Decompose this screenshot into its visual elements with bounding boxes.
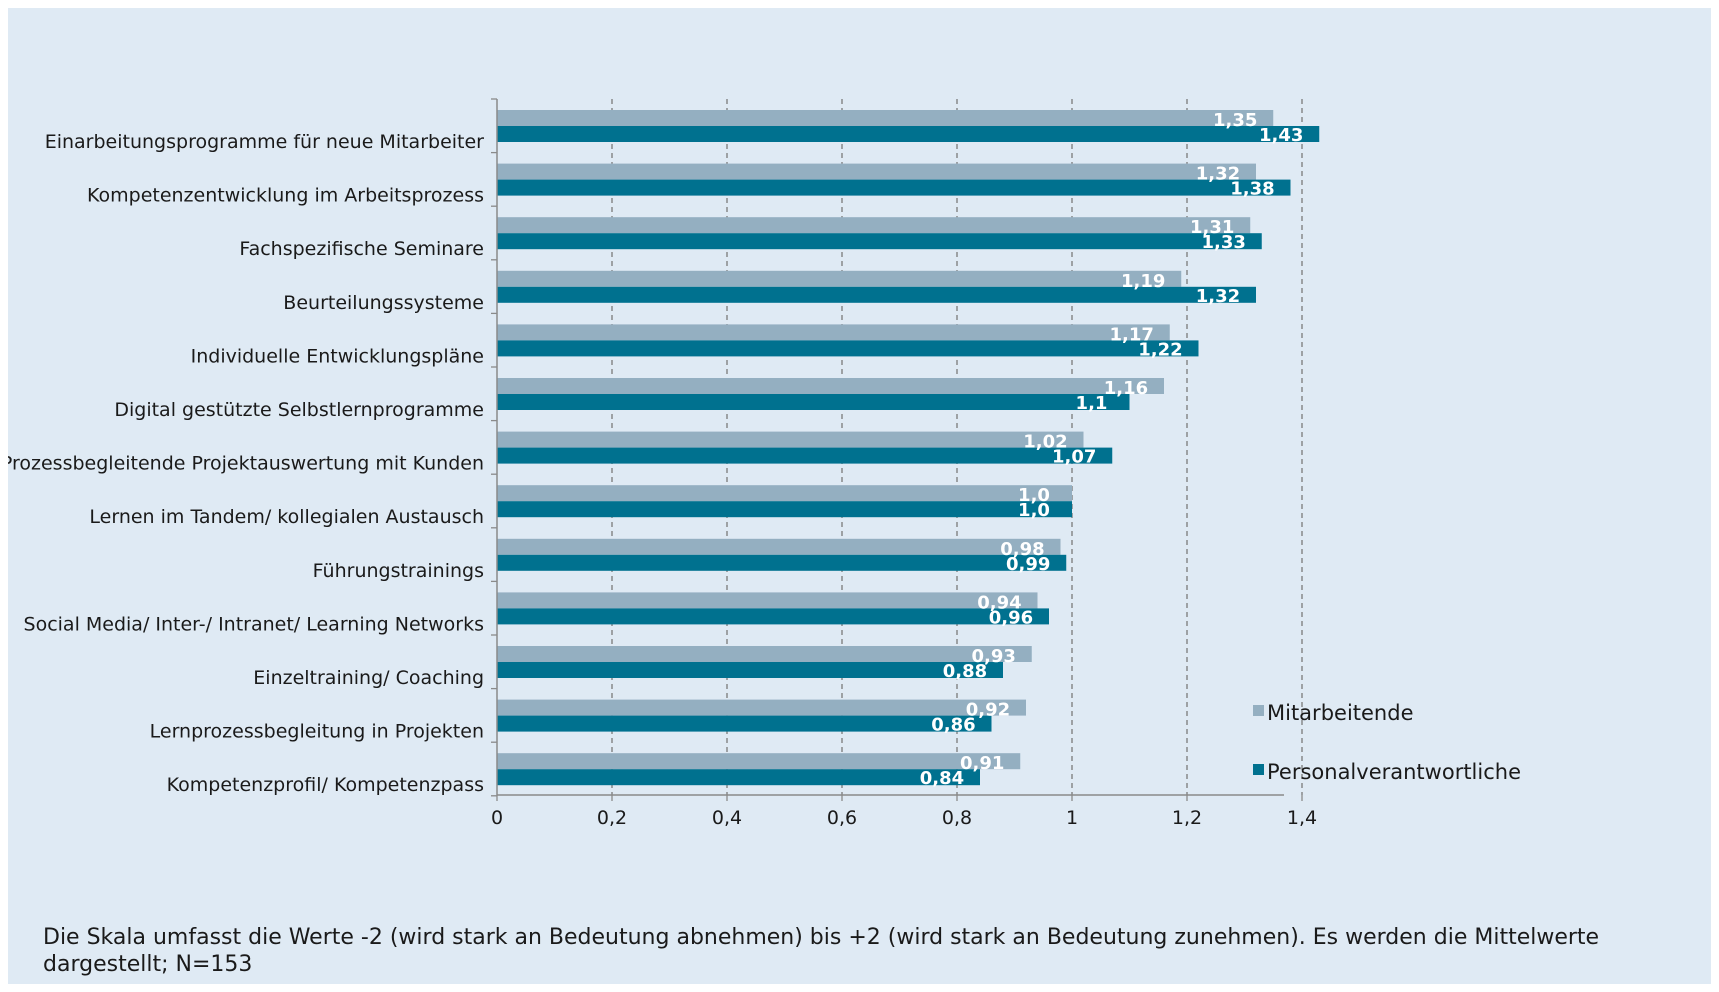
data-label-personalverantwortliche-2: 1,38 [1230,179,1274,200]
x-tick-label-7: 1,4 [1287,807,1317,829]
data-label-mitarbeitende-1: 1,35 [1213,110,1257,131]
bar-mitarbeitende-7 [497,431,1084,448]
category-label-5: Individuelle Entwicklungspläne [191,345,484,367]
category-label-9: Führungstrainings [313,560,484,582]
category-label-11: Einzeltraining/ Coaching [253,667,484,689]
bar-mitarbeitende-3 [497,217,1251,234]
bar-personalverantwortliche-6 [497,394,1130,410]
x-tick-label-1: 0,2 [597,807,627,829]
bar-mitarbeitende-12 [497,699,1026,716]
bar-personalverantwortliche-7 [497,447,1113,464]
data-label-mitarbeitende-3: 1,31 [1190,217,1234,238]
bar-mitarbeitende-10 [497,592,1038,609]
bar-mitarbeitende-9 [497,538,1061,555]
labels: 1,351,43 Einarbeitungsprogramme für neue … [8,110,1317,829]
bar-mitarbeitende-11 [497,646,1032,662]
bar-personalverantwortliche-8 [497,501,1072,518]
data-label-personalverantwortliche-6: 1,1 [1076,393,1108,414]
data-label-mitarbeitende-12: 0,92 [966,700,1010,721]
bar-personalverantwortliche-13 [497,769,980,786]
data-label-mitarbeitende-6: 1,16 [1104,378,1148,399]
x-tick-label-4: 0,8 [942,807,972,829]
bar-personalverantwortliche-1 [497,126,1320,142]
bar-personalverantwortliche-11 [497,662,1003,678]
legend-label-1: Mitarbeitende [1267,701,1414,725]
data-label-mitarbeitende-5: 1,17 [1110,324,1154,345]
bar-mitarbeitende-6 [497,378,1164,394]
x-tick-label-5: 1 [1066,807,1078,829]
chart-panel: 1,35 1,43 Einarbeitungsprogramme für neue … [8,8,1711,984]
category-label-2: Kompetenzentwicklung im Arbeitsprozess [87,185,484,207]
data-label-personalverantwortliche-8: 1,0 [1018,500,1050,521]
category-label-10: Social Media/ Inter-/ Intranet/ Learning… [24,613,484,635]
data-label-mitarbeitende-11: 0,93 [972,646,1016,667]
bar-mitarbeitende-4 [497,270,1182,287]
data-label-mitarbeitende-10: 0,94 [977,592,1021,613]
bars [497,110,1320,786]
bar-personalverantwortliche-9 [497,554,1067,571]
data-label-personalverantwortliche-4: 1,32 [1196,286,1240,307]
legend-swatch-2 [1253,764,1264,775]
bar-mitarbeitende-1 [497,110,1274,126]
data-label-personalverantwortliche-1: 1,43 [1259,125,1303,146]
legend-label-2: Personalverantwortliche [1267,760,1521,784]
data-label-personalverantwortliche-11: 0,88 [943,661,987,682]
data-label-mitarbeitende-7: 1,02 [1023,432,1067,453]
data-label-personalverantwortliche-13: 0,84 [920,768,964,789]
bar-mitarbeitende-8 [497,485,1072,502]
category-label-6: Digital gestützte Selbstlernprogramme [114,399,484,421]
data-label-mitarbeitende-13: 0,91 [960,753,1004,774]
bar-mitarbeitende-2 [497,163,1256,180]
gridlines [611,99,1303,795]
bar-chart: 1,351,43 Einarbeitungsprogramme für neue … [8,98,1521,829]
data-label-mitarbeitende-9: 0,98 [1000,539,1044,560]
bar-mitarbeitende-5 [497,324,1170,341]
legend-swatch-1 [1253,705,1264,716]
category-label-1: Einarbeitungsprogramme für neue Mitarbei… [45,131,484,153]
category-label-3: Fachspezifische Seminare [239,238,484,260]
data-label-personalverantwortliche-10: 0,96 [989,607,1033,628]
x-tick-label-0: 0 [491,807,503,829]
bar-personalverantwortliche-12 [497,715,992,732]
x-tick-label-6: 1,2 [1172,807,1202,829]
footnote: Die Skala umfasst die Werte -2 (wird sta… [43,925,1600,977]
category-label-4: Beurteilungssysteme [283,292,484,314]
bar-personalverantwortliche-5 [497,340,1199,357]
category-label-7: Prozessbegleitende Projektauswertung mit… [8,453,484,475]
bar-personalverantwortliche-3 [497,233,1262,250]
data-label-mitarbeitende-4: 1,19 [1121,271,1165,292]
category-label-8: Lernen im Tandem/ kollegialen Austausch [89,506,484,528]
data-label-personalverantwortliche-12: 0,86 [931,715,975,736]
axes [491,98,1303,801]
data-label-personalverantwortliche-7: 1,07 [1052,447,1096,468]
bar-personalverantwortliche-10 [497,608,1049,625]
category-label-13: Kompetenzprofil/ Kompetenzpass [167,774,484,796]
bar-personalverantwortliche-2 [497,179,1291,196]
data-label-mitarbeitende-2: 1,32 [1196,164,1240,185]
data-label-personalverantwortliche-9: 0,99 [1006,554,1050,575]
bar-personalverantwortliche-4 [497,286,1256,303]
x-tick-label-3: 0,6 [827,807,857,829]
category-label-12: Lernprozessbegleitung in Projekten [150,721,484,743]
data-label-personalverantwortliche-5: 1,22 [1138,339,1182,360]
bar-mitarbeitende-13 [497,753,1021,770]
data-label-mitarbeitende-8: 1,0 [1018,485,1050,506]
legend: Mitarbeitende Personalverantwortliche [1253,701,1521,784]
x-tick-label-2: 0,4 [712,807,742,829]
data-label-personalverantwortliche-3: 1,33 [1202,232,1246,253]
